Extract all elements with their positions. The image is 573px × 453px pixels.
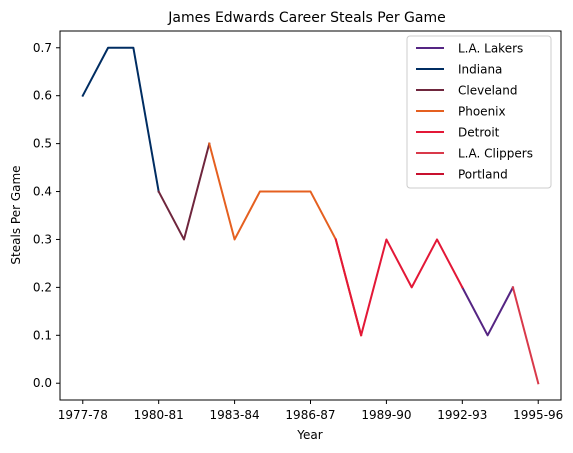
chart-title: James Edwards Career Steals Per Game <box>167 10 445 26</box>
legend-label: Cleveland <box>458 84 518 98</box>
legend-label: Phoenix <box>458 105 506 119</box>
legend-label: L.A. Lakers <box>458 42 523 56</box>
legend-label: Portland <box>458 168 508 182</box>
series-line-3-0 <box>209 144 361 336</box>
x-tick-label: 1980-81 <box>134 408 184 422</box>
x-tick-label: 1983-84 <box>210 408 260 422</box>
x-tick-label: 1989-90 <box>361 408 411 422</box>
legend-label: L.A. Clippers <box>458 147 533 161</box>
y-tick-label: 0.1 <box>33 328 52 342</box>
y-tick-label: 0.2 <box>33 280 52 294</box>
series-line-4-0 <box>336 239 463 335</box>
y-axis: 0.0 0.1 0.2 0.3 0.4 0.5 0.6 0.7 <box>33 41 60 390</box>
x-axis-label: Year <box>296 428 322 442</box>
y-axis-label: Steals Per Game <box>9 165 23 264</box>
x-tick-label: 1977-78 <box>58 408 108 422</box>
legend: L.A. Lakers Indiana Cleveland Phoenix Detroi… <box>407 36 551 188</box>
x-tick-label: 1986-87 <box>285 408 335 422</box>
legend-label: Indiana <box>458 63 502 77</box>
legend-label: Detroit <box>458 126 500 140</box>
y-tick-label: 0.6 <box>33 89 52 103</box>
series-line-0-0 <box>462 287 513 335</box>
y-tick-label: 0.4 <box>33 185 52 199</box>
y-tick-label: 0.5 <box>33 137 52 151</box>
y-tick-label: 0.3 <box>33 232 52 246</box>
series-line-1-0 <box>83 48 159 192</box>
x-axis: 1977-78 1980-81 1983-84 1986-87 1989-90 1992-… <box>58 400 564 422</box>
series-line-5-0 <box>513 287 538 383</box>
x-tick-label: 1992-93 <box>437 408 487 422</box>
series-line-2-0 <box>159 144 210 240</box>
y-tick-label: 0.7 <box>33 41 52 55</box>
x-tick-label: 1995-96 <box>513 408 563 422</box>
y-tick-label: 0.0 <box>33 376 52 390</box>
